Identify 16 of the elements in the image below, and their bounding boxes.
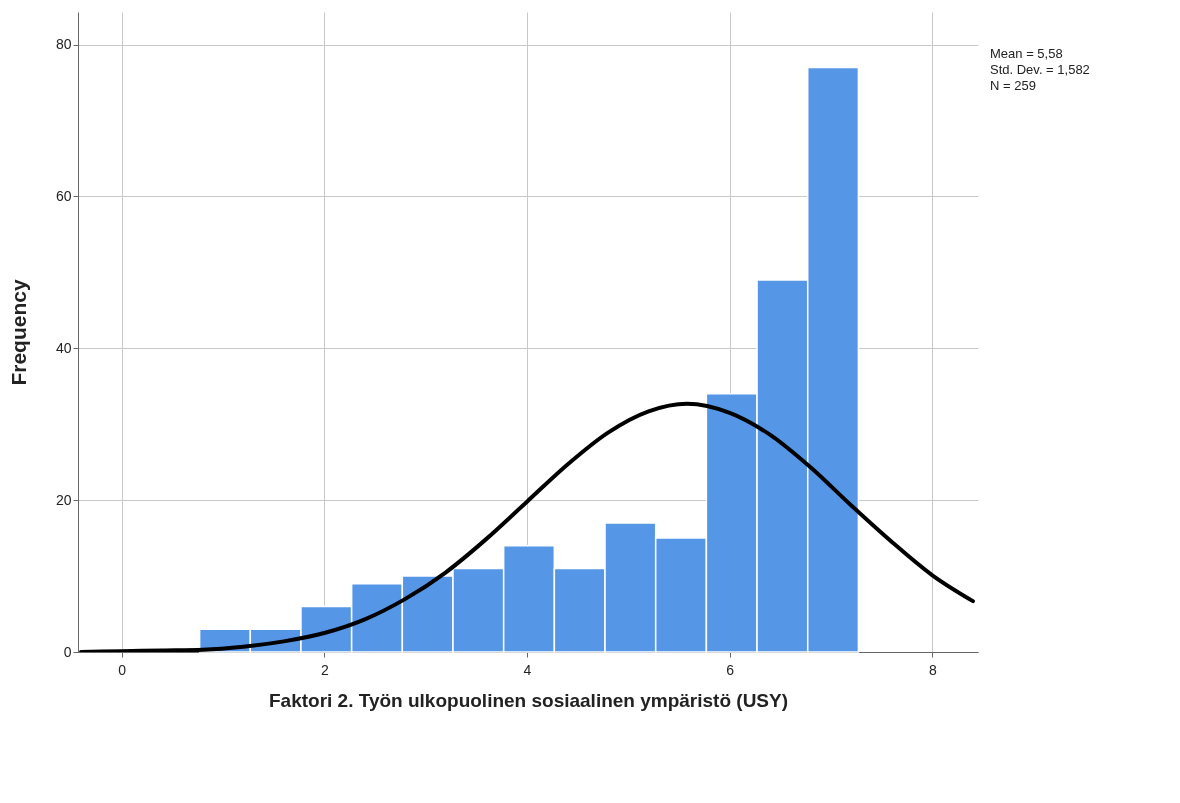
line-series xyxy=(79,401,975,652)
y-axis-title: Frequency xyxy=(6,279,30,386)
text: Mean = 5,58 xyxy=(990,46,1063,61)
x-axis-title: Faktori 2. Työn ulkopuolinen sosiaalinen ympäristö (USY) xyxy=(268,689,789,711)
x-tick-label: 6 xyxy=(726,661,735,678)
x-tick-label: 4 xyxy=(523,661,532,678)
y-tick-label: 0 xyxy=(63,643,72,660)
x-tick-label: 0 xyxy=(118,661,127,678)
text: Std. Dev. = 1,582 xyxy=(990,62,1090,77)
y-tick-label: 20 xyxy=(55,491,72,508)
y-tick-label: 60 xyxy=(55,187,72,204)
y-tick-label: 80 xyxy=(55,36,72,53)
text: N = 259 xyxy=(990,78,1036,93)
x-tick-label: 8 xyxy=(928,661,937,678)
y-tick-label: 40 xyxy=(55,339,72,356)
x-tick-label: 2 xyxy=(320,661,329,678)
